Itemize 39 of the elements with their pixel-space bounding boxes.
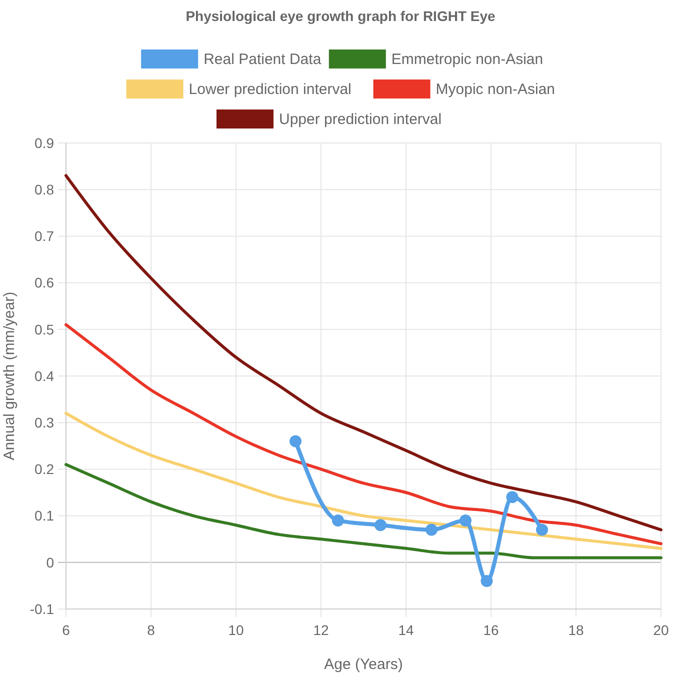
x-tick-label: 18 bbox=[568, 622, 584, 638]
point bbox=[480, 575, 493, 588]
point bbox=[536, 524, 548, 536]
y-tick-label: 0.3 bbox=[34, 414, 54, 430]
legend-label: Emmetropic non-Asian bbox=[391, 51, 544, 68]
x-tick-label: 10 bbox=[228, 622, 244, 638]
y-tick-label: 0.9 bbox=[34, 134, 54, 151]
x-tick-label: 20 bbox=[653, 622, 669, 638]
point bbox=[332, 514, 344, 526]
legend-label: Upper prediction interval bbox=[279, 111, 442, 128]
y-tick-label: 0.4 bbox=[34, 368, 54, 384]
point bbox=[426, 524, 438, 536]
line-series bbox=[64, 412, 662, 550]
x-tick-label: 14 bbox=[398, 622, 414, 638]
legend-label: Myopic non-Asian bbox=[436, 81, 556, 98]
line-series bbox=[64, 174, 662, 532]
y-tick-label: -0.1 bbox=[30, 600, 54, 617]
x-tick-label: 6 bbox=[62, 622, 70, 638]
point bbox=[290, 435, 302, 448]
x-axis-title: Age (Years) bbox=[324, 656, 403, 673]
x-tick-label: 8 bbox=[147, 622, 156, 638]
x-tick-label: 12 bbox=[313, 622, 329, 638]
y-tick-label: 0.5 bbox=[34, 321, 54, 338]
y-tick-label: 0 bbox=[46, 554, 54, 570]
y-tick-label: 0.2 bbox=[34, 461, 54, 478]
y-axis-title: Annual growth (mm/year) bbox=[1, 292, 18, 460]
point bbox=[460, 514, 472, 526]
legend-label: Real Patient Data bbox=[204, 51, 322, 68]
y-tick-label: 0.6 bbox=[34, 274, 54, 291]
y-tick-label: 0.1 bbox=[34, 508, 54, 524]
point bbox=[374, 519, 386, 532]
chart-title: Physiological eye growth graph for RIGHT Eye bbox=[186, 8, 496, 24]
legend-label: Lower prediction interval bbox=[188, 81, 352, 98]
y-tick-label: 0.7 bbox=[34, 228, 54, 244]
line-series bbox=[64, 463, 662, 560]
line-series bbox=[64, 323, 662, 546]
point bbox=[506, 491, 518, 504]
y-tick-label: 0.8 bbox=[34, 182, 54, 198]
x-tick-label: 16 bbox=[483, 622, 499, 638]
